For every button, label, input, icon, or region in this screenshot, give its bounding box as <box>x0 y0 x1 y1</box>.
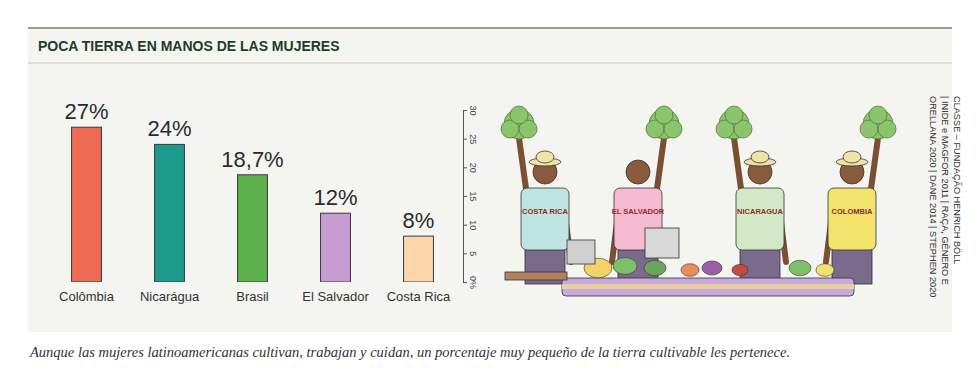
produce <box>681 264 699 277</box>
bar <box>321 213 351 282</box>
leaves <box>725 106 743 124</box>
figure: COLOMBIA <box>826 106 896 284</box>
shirt-label: COLOMBIA <box>832 207 873 216</box>
shirt-label: NICARAGUA <box>737 207 783 216</box>
leaves <box>510 106 528 124</box>
chart-title: POCA TIERRA EN MANOS DE LAS MUJERES <box>38 38 340 54</box>
y-tick-label: 15 <box>468 191 478 201</box>
x-tick: Brasil <box>236 289 269 304</box>
data-labels: 27% 24% 18,7% 12% 8% <box>64 99 434 233</box>
y-tick: 10 <box>463 220 478 230</box>
data-label: 18,7% <box>221 147 283 172</box>
produce <box>613 258 637 275</box>
source-line: | INIDE e MAGFOR 2011 | RAÇA, GÊNERO E <box>940 96 950 285</box>
produce <box>702 261 722 275</box>
figure: EL SALVADOR <box>612 106 682 284</box>
y-axis-line <box>464 111 468 283</box>
y-tick-mark <box>463 196 467 197</box>
x-tick-label: El Salvador <box>302 289 369 304</box>
table <box>562 278 854 296</box>
pot <box>567 240 595 264</box>
y-tick: 25 <box>463 134 478 144</box>
y-tick-mark <box>463 167 467 168</box>
title-top-rule <box>28 27 952 29</box>
data-label: 12% <box>313 185 357 210</box>
illustration: COSTA RICA EL SALVADOR NICARAGUA COLOMBIA <box>501 106 896 296</box>
bar <box>155 144 185 282</box>
pot <box>645 228 679 258</box>
figure-hat <box>751 151 769 163</box>
y-tick-mark <box>463 110 467 111</box>
source-line: ORELLANA 2020 | DANE 2014 | STEPHEN 2020 <box>928 96 938 297</box>
y-tick-mark <box>463 282 467 283</box>
chart: POCA TIERRA EN MANOS DE LAS MUJERES 27% 24… <box>0 0 980 386</box>
figure-head <box>626 160 650 184</box>
y-tick: 20 <box>463 163 478 173</box>
x-tick-label: Brasil <box>236 289 269 304</box>
caption: Aunque las mujeres latinoamericanas cult… <box>29 344 790 360</box>
figure-hat <box>843 151 861 163</box>
figure-hat <box>536 151 554 163</box>
figure: NICARAGUA <box>716 106 786 284</box>
figure-shirt <box>521 188 569 250</box>
figure-shirt <box>828 188 876 250</box>
bars <box>72 127 434 282</box>
x-tick-label: Nicarágua <box>140 289 200 304</box>
produce <box>816 264 834 277</box>
y-tick-label: 10 <box>468 220 478 230</box>
title-bottom-rule <box>28 63 952 64</box>
bar <box>404 236 434 282</box>
data-label: 27% <box>64 99 108 124</box>
bar <box>72 127 102 282</box>
y-tick-label: 20 <box>468 163 478 173</box>
x-tick: El Salvador <box>302 289 369 304</box>
y-tick: 5 <box>463 251 478 256</box>
figure: COSTA RICA <box>501 106 571 284</box>
x-tick-label: Costa Rica <box>387 289 451 304</box>
y-tick-mark <box>463 253 467 254</box>
y-tick-label: 30 <box>468 105 478 115</box>
leaves <box>869 106 887 124</box>
data-label: 8% <box>403 208 435 233</box>
table-left <box>505 272 567 280</box>
panel-background <box>28 28 952 332</box>
y-tick: 0% <box>463 276 478 289</box>
figure-arm <box>734 138 742 196</box>
y-tick-label: 25 <box>468 134 478 144</box>
figure-shirt <box>736 188 784 250</box>
x-tick: Nicarágua <box>140 289 200 304</box>
x-tick: Colômbia <box>59 289 115 304</box>
figure-arm <box>656 138 664 196</box>
x-axis: Colômbia Nicarágua Brasil El Salvador Costa … <box>59 289 451 304</box>
data-label: 24% <box>147 116 191 141</box>
shirt-label: COSTA RICA <box>522 207 568 216</box>
y-axis: 0% 5 10 15 20 25 30 <box>463 105 478 289</box>
bar <box>238 175 268 282</box>
figure-arm <box>519 138 527 196</box>
figure-arm <box>870 138 878 196</box>
leaves <box>655 106 673 124</box>
table-stripe <box>562 284 854 289</box>
produce <box>789 260 811 275</box>
y-tick: 15 <box>463 191 478 201</box>
y-tick-mark <box>463 225 467 226</box>
y-tick-label: 0% <box>468 276 478 289</box>
produce <box>732 264 748 275</box>
source-line: CLASSE – FUNDAÇÃO HENRICH BÖLL <box>952 96 962 264</box>
produce <box>644 260 666 275</box>
shirt-label: EL SALVADOR <box>612 207 665 216</box>
y-tick: 30 <box>463 105 478 115</box>
x-tick: Costa Rica <box>387 289 451 304</box>
source: ORELLANA 2020 | DANE 2014 | STEPHEN 2020… <box>928 96 962 297</box>
y-tick-mark <box>463 139 467 140</box>
y-tick-label: 5 <box>468 251 478 256</box>
x-tick-label: Colômbia <box>59 289 115 304</box>
